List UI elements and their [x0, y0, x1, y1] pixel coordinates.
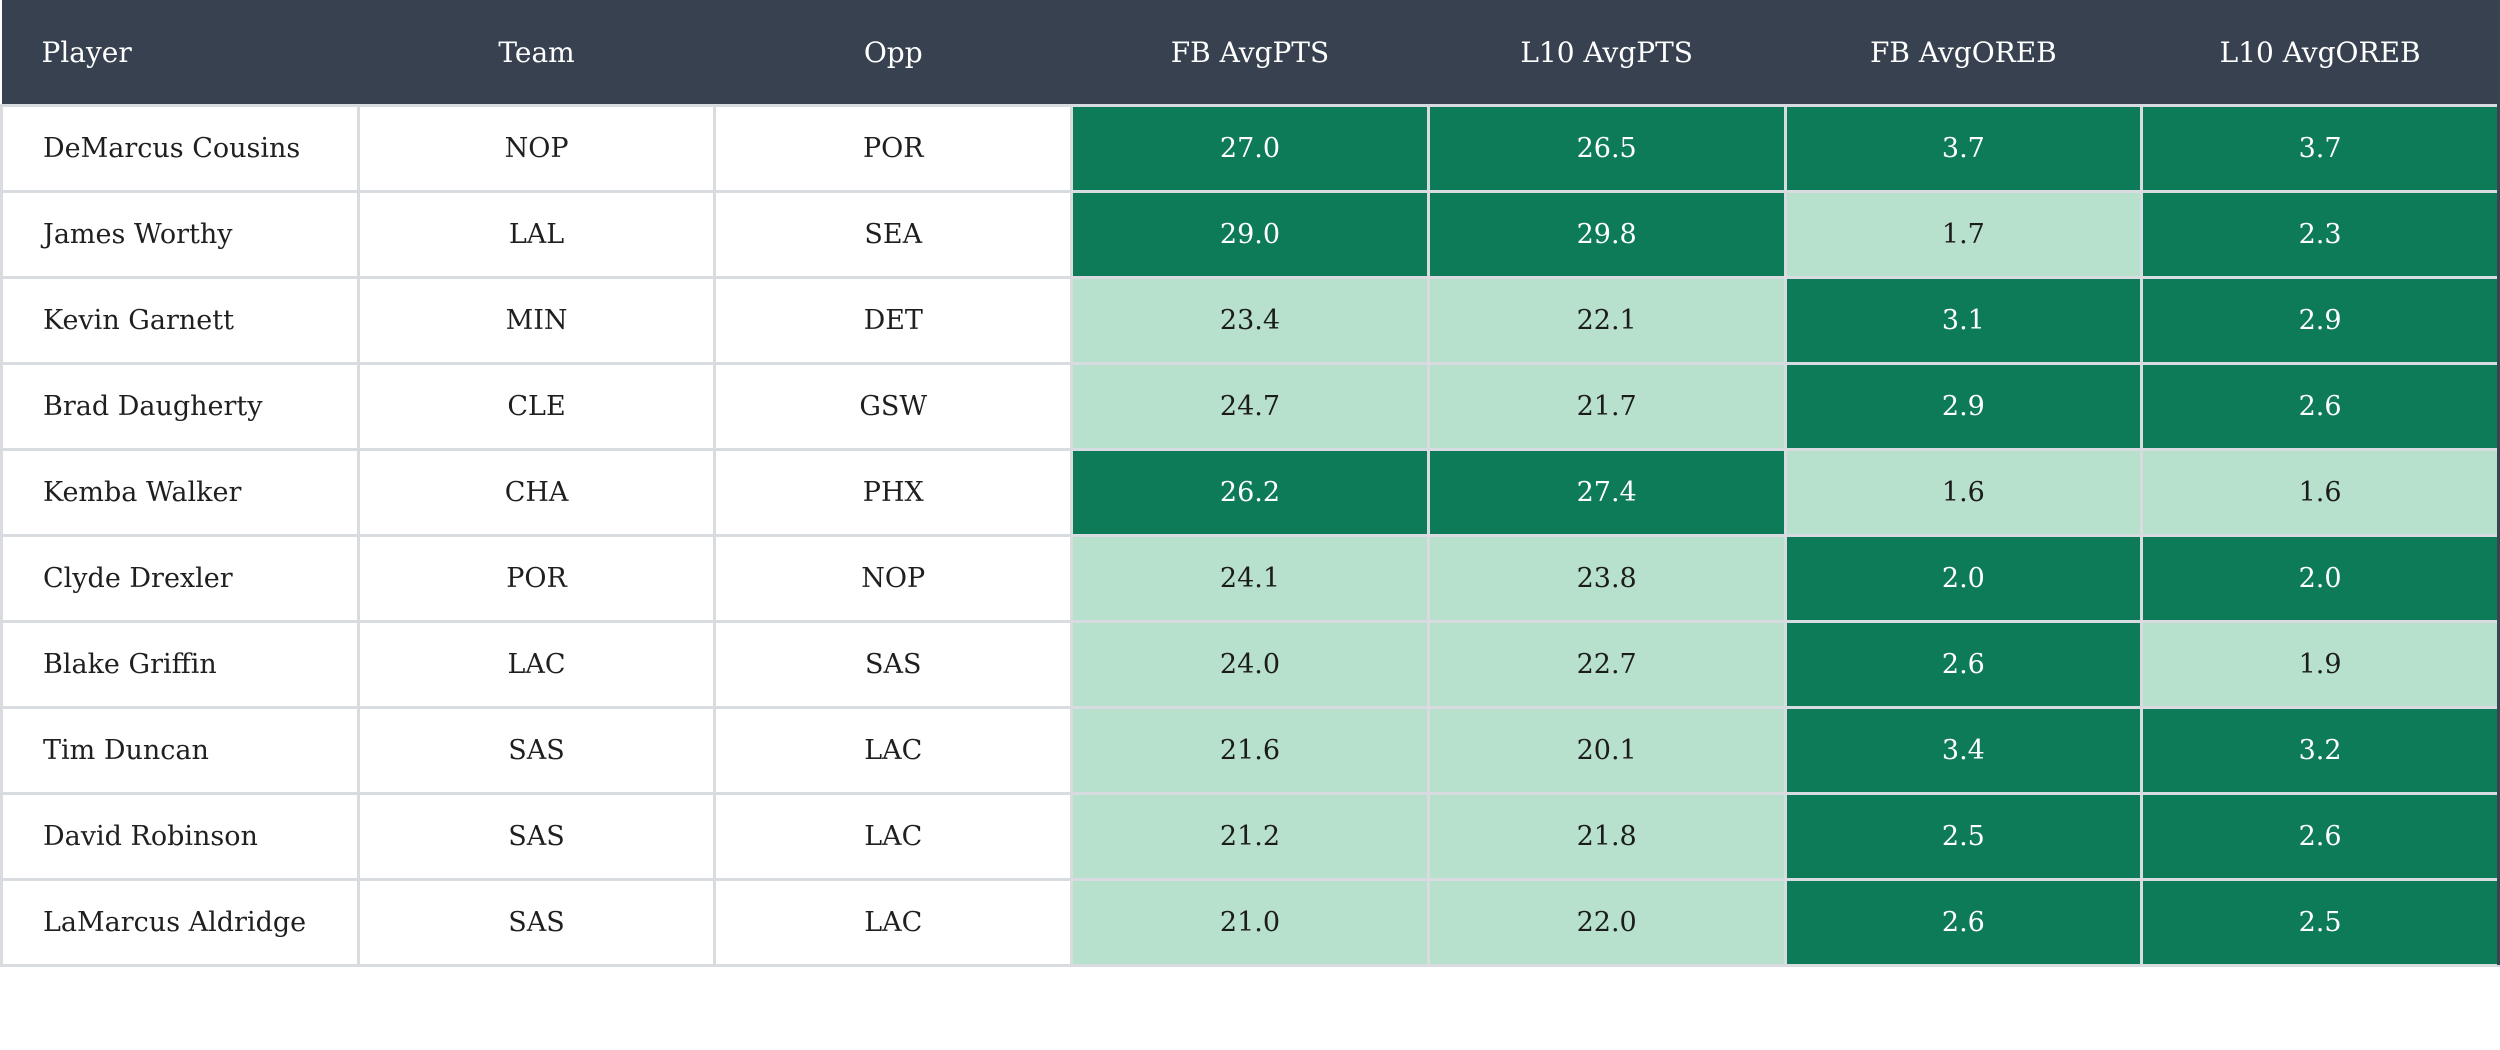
cell-fb-avgoreb: 2.6 [1783, 878, 2144, 967]
cell-team: CHA [356, 448, 717, 537]
cell-player: DeMarcus Cousins [0, 104, 360, 193]
table-row: Clyde Drexler POR NOP 24.1 23.8 2.0 2.0 [0, 534, 2500, 623]
cell-l10-avgoreb: 1.9 [2140, 620, 2500, 709]
column-header-l10-avgoreb: L10 AvgOREB [2141, 0, 2499, 106]
cell-player: Clyde Drexler [0, 534, 360, 623]
cell-fb-avgoreb: 3.7 [1783, 104, 2144, 193]
cell-l10-avgoreb: 3.2 [2140, 706, 2500, 795]
cell-team: NOP [356, 104, 717, 193]
cell-player: Kemba Walker [0, 448, 360, 537]
cell-fb-avgpts: 27.0 [1070, 104, 1430, 193]
table-row: Tim Duncan SAS LAC 21.6 20.1 3.4 3.2 [0, 706, 2500, 795]
header-row: Player Team Opp FB AvgPTS L10 AvgPTS FB … [1, 0, 2499, 106]
cell-fb-avgoreb: 2.6 [1783, 620, 2144, 709]
table-row: Blake Griffin LAC SAS 24.0 22.7 2.6 1.9 [0, 620, 2500, 709]
cell-fb-avgoreb: 3.4 [1783, 706, 2144, 795]
cell-l10-avgoreb: 1.6 [2140, 448, 2500, 537]
cell-team: SAS [356, 792, 717, 881]
player-stats-table: Player Team Opp FB AvgPTS L10 AvgPTS FB … [0, 0, 2500, 967]
cell-l10-avgpts: 26.5 [1426, 104, 1787, 193]
cell-opp: SAS [713, 620, 1074, 709]
cell-fb-avgpts: 24.7 [1070, 362, 1430, 451]
cell-opp: GSW [713, 362, 1074, 451]
cell-l10-avgoreb: 2.9 [2140, 276, 2500, 365]
cell-opp: NOP [713, 534, 1074, 623]
cell-fb-avgpts: 21.0 [1070, 878, 1430, 967]
cell-fb-avgoreb: 3.1 [1783, 276, 2144, 365]
cell-l10-avgpts: 23.8 [1426, 534, 1787, 623]
cell-team: SAS [356, 878, 717, 967]
cell-l10-avgpts: 22.0 [1426, 878, 1787, 967]
table-row: DeMarcus Cousins NOP POR 27.0 26.5 3.7 3.7 [0, 104, 2500, 193]
cell-team: LAC [356, 620, 717, 709]
cell-l10-avgpts: 27.4 [1426, 448, 1787, 537]
column-header-player: Player [1, 0, 359, 106]
cell-fb-avgoreb: 1.6 [1783, 448, 2144, 537]
cell-fb-avgpts: 23.4 [1070, 276, 1430, 365]
cell-opp: SEA [713, 190, 1074, 279]
table-row: LaMarcus Aldridge SAS LAC 21.0 22.0 2.6 2.5 [0, 878, 2500, 967]
table-row: David Robinson SAS LAC 21.2 21.8 2.5 2.6 [0, 792, 2500, 881]
cell-fb-avgpts: 21.2 [1070, 792, 1430, 881]
cell-opp: DET [713, 276, 1074, 365]
cell-team: POR [356, 534, 717, 623]
cell-l10-avgpts: 21.7 [1426, 362, 1787, 451]
cell-fb-avgpts: 21.6 [1070, 706, 1430, 795]
cell-l10-avgpts: 22.7 [1426, 620, 1787, 709]
table-row: Kemba Walker CHA PHX 26.2 27.4 1.6 1.6 [0, 448, 2500, 537]
cell-player: Tim Duncan [0, 706, 360, 795]
cell-team: LAL [356, 190, 717, 279]
cell-team: MIN [356, 276, 717, 365]
column-header-fb-avgoreb: FB AvgOREB [1785, 0, 2142, 106]
cell-player: James Worthy [0, 190, 360, 279]
cell-l10-avgpts: 21.8 [1426, 792, 1787, 881]
cell-l10-avgoreb: 2.6 [2140, 792, 2500, 881]
cell-player: David Robinson [0, 792, 360, 881]
cell-fb-avgpts: 26.2 [1070, 448, 1430, 537]
cell-fb-avgoreb: 1.7 [1783, 190, 2144, 279]
cell-opp: POR [713, 104, 1074, 193]
column-header-fb-avgpts: FB AvgPTS [1071, 0, 1429, 106]
cell-player: Brad Daugherty [0, 362, 360, 451]
cell-opp: LAC [713, 792, 1074, 881]
cell-l10-avgoreb: 2.3 [2140, 190, 2500, 279]
cell-opp: PHX [713, 448, 1074, 537]
table-right-edge [2497, 0, 2500, 965]
column-header-team: Team [358, 0, 715, 106]
cell-fb-avgpts: 24.0 [1070, 620, 1430, 709]
cell-opp: LAC [713, 706, 1074, 795]
table-header: Player Team Opp FB AvgPTS L10 AvgPTS FB … [1, 0, 2499, 106]
cell-l10-avgpts: 20.1 [1426, 706, 1787, 795]
cell-player: Kevin Garnett [0, 276, 360, 365]
cell-fb-avgpts: 29.0 [1070, 190, 1430, 279]
table-row: Brad Daugherty CLE GSW 24.7 21.7 2.9 2.6 [0, 362, 2500, 451]
table-body: DeMarcus Cousins NOP POR 27.0 26.5 3.7 3.7 Jame… [0, 104, 2500, 967]
cell-l10-avgoreb: 2.6 [2140, 362, 2500, 451]
cell-fb-avgoreb: 2.5 [1783, 792, 2144, 881]
column-header-l10-avgpts: L10 AvgPTS [1428, 0, 1786, 106]
cell-l10-avgoreb: 2.0 [2140, 534, 2500, 623]
cell-fb-avgoreb: 2.9 [1783, 362, 2144, 451]
cell-l10-avgpts: 29.8 [1426, 190, 1787, 279]
cell-l10-avgoreb: 3.7 [2140, 104, 2500, 193]
cell-team: CLE [356, 362, 717, 451]
cell-opp: LAC [713, 878, 1074, 967]
table-row: Kevin Garnett MIN DET 23.4 22.1 3.1 2.9 [0, 276, 2500, 365]
cell-fb-avgoreb: 2.0 [1783, 534, 2144, 623]
cell-player: Blake Griffin [0, 620, 360, 709]
column-header-opp: Opp [714, 0, 1072, 106]
table-row: James Worthy LAL SEA 29.0 29.8 1.7 2.3 [0, 190, 2500, 279]
cell-fb-avgpts: 24.1 [1070, 534, 1430, 623]
cell-l10-avgpts: 22.1 [1426, 276, 1787, 365]
cell-player: LaMarcus Aldridge [0, 878, 360, 967]
cell-team: SAS [356, 706, 717, 795]
cell-l10-avgoreb: 2.5 [2140, 878, 2500, 967]
